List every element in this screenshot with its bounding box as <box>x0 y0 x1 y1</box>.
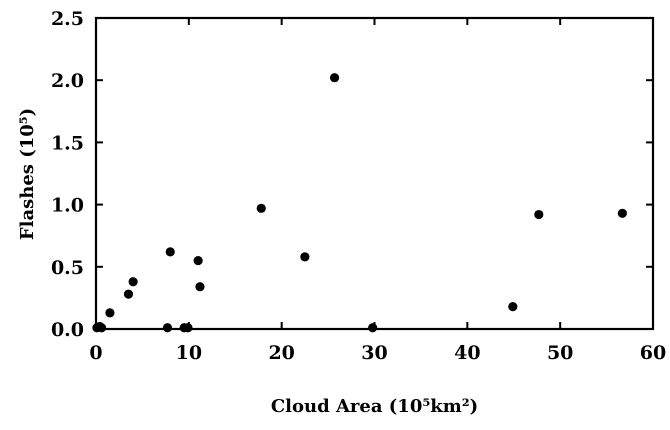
data-point <box>96 323 107 333</box>
plot-frame <box>94 16 655 331</box>
x-tick-label: 50 <box>547 342 573 364</box>
x-tick-label: 20 <box>268 342 294 364</box>
x-tick-label: 30 <box>361 342 387 364</box>
data-point <box>193 255 203 266</box>
y-tick-label: 1.5 <box>51 132 84 154</box>
data-point <box>195 282 205 292</box>
data-point <box>508 302 518 312</box>
data-points <box>92 73 627 333</box>
data-point <box>105 308 115 318</box>
x-tick-label: 10 <box>176 342 202 364</box>
data-point <box>256 203 266 213</box>
data-point <box>617 208 627 218</box>
data-point <box>165 247 175 257</box>
y-tick-label: 2.0 <box>51 70 84 92</box>
x-tick-label: 60 <box>640 342 666 364</box>
data-point <box>183 323 193 333</box>
data-point <box>368 323 378 333</box>
x-axis-title: Cloud Area (10⁵km²) <box>271 396 478 417</box>
x-tick-label: 40 <box>454 342 480 364</box>
data-point <box>300 252 310 262</box>
x-tick-label: 0 <box>89 342 102 364</box>
y-tick-label: 0.5 <box>51 257 84 279</box>
x-tick-labels: 0 10 20 30 40 50 60 <box>89 342 666 364</box>
y-tick-label: 0.0 <box>51 319 84 341</box>
data-point <box>534 209 544 220</box>
y-tick-label: 2.5 <box>51 8 84 30</box>
y-tick-labels: 0.0 0.5 1.0 1.5 2.0 2.5 <box>51 8 84 341</box>
data-point <box>162 323 173 333</box>
data-point <box>329 73 340 83</box>
data-point <box>128 277 138 287</box>
data-point <box>123 289 134 299</box>
y-axis-title: Flashes (10⁵) <box>17 108 38 240</box>
y-tick-label: 1.0 <box>51 195 84 217</box>
axis-ticks <box>95 17 654 330</box>
